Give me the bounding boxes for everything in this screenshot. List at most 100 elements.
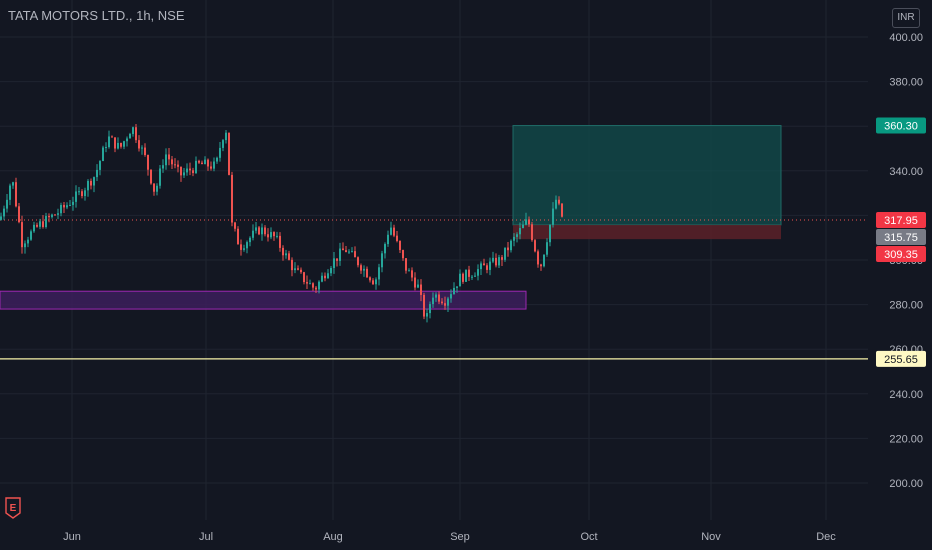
candle-body — [477, 269, 479, 276]
candle-body — [480, 263, 482, 270]
candle-body — [261, 227, 263, 235]
candle-body — [279, 235, 281, 248]
horizontal-line-price-badge-text: 255.65 — [884, 354, 918, 366]
candle-body — [426, 313, 428, 317]
candle-body — [390, 227, 392, 235]
stop-zone[interactable] — [513, 224, 781, 240]
candle-body — [147, 155, 149, 170]
time-axis[interactable]: Jun Jul Aug Sep Oct Nov Dec — [63, 531, 836, 543]
logo-letter: E — [10, 503, 17, 514]
currency-badge[interactable]: INR — [892, 8, 920, 28]
candle-body — [81, 191, 83, 197]
last-price-badge-text: 317.95 — [884, 215, 918, 227]
candle-body — [450, 294, 452, 299]
candle-body — [108, 136, 110, 148]
candle-body — [276, 235, 278, 237]
candle-body — [306, 282, 308, 284]
price-tick-label: 280.00 — [889, 300, 923, 312]
candle-body — [138, 140, 140, 149]
candle-body — [162, 165, 164, 169]
candle-body — [18, 206, 20, 223]
last-price-badge-background — [876, 211, 926, 228]
candle-body — [525, 219, 527, 225]
candle-body — [543, 254, 545, 267]
candle-body — [213, 161, 215, 169]
candle-body — [411, 270, 413, 278]
candle-body — [534, 240, 536, 252]
candle-body — [324, 275, 326, 279]
candle-body — [336, 258, 338, 261]
stop-price-badge: 309.35 — [876, 245, 926, 262]
candle-body — [231, 174, 233, 223]
candle-body — [342, 248, 344, 251]
candle-body — [387, 234, 389, 245]
target-zone[interactable] — [512, 125, 782, 226]
long-position-tool[interactable] — [512, 125, 782, 240]
candle-body — [483, 263, 485, 266]
price-tick-label: 340.00 — [889, 166, 923, 178]
candle-body — [51, 214, 53, 218]
candlestick-series — [0, 124, 563, 323]
candle-body — [531, 224, 533, 241]
target-price-badge-text: 360.30 — [884, 121, 918, 133]
candle-body — [102, 147, 104, 162]
candle-body — [540, 264, 542, 267]
candle-body — [132, 127, 134, 134]
candle-body — [552, 208, 554, 225]
candle-body — [135, 127, 137, 141]
candle-body — [201, 162, 203, 165]
target-price-badge-background — [876, 117, 926, 134]
support-zone-rectangle[interactable] — [0, 290, 527, 310]
candle-body — [441, 301, 443, 304]
candle-body — [168, 154, 170, 160]
candle-body — [150, 169, 152, 184]
candle-body — [117, 142, 119, 149]
candle-body — [453, 287, 455, 295]
candle-body — [246, 242, 248, 249]
candle-body — [78, 191, 80, 193]
symbol-title[interactable]: TATA MOTORS LTD., 1h, NSE — [8, 8, 185, 23]
candle-body — [12, 182, 14, 186]
candle-body — [357, 257, 359, 266]
candle-body — [339, 248, 341, 261]
candle-body — [318, 281, 320, 290]
candle-body — [57, 213, 59, 215]
candle-body — [414, 277, 416, 288]
stop-price-badge-text: 309.35 — [884, 249, 918, 261]
candle-body — [234, 222, 236, 229]
candle-body — [528, 219, 530, 225]
candle-body — [513, 236, 515, 241]
candle-body — [492, 257, 494, 262]
candle-body — [171, 159, 173, 165]
candle-body — [3, 208, 5, 217]
candle-body — [63, 204, 65, 208]
candle-body — [330, 268, 332, 274]
candle-body — [381, 253, 383, 268]
time-tick-label: Dec — [816, 531, 836, 543]
candle-body — [192, 170, 194, 174]
candle-body — [126, 138, 128, 142]
candle-body — [228, 132, 230, 175]
candle-body — [504, 247, 506, 260]
time-tick-label: Sep — [450, 531, 470, 543]
candle-body — [186, 168, 188, 173]
price-tick-label: 380.00 — [889, 77, 923, 89]
candle-body — [96, 169, 98, 178]
candle-body — [384, 244, 386, 254]
candle-body — [240, 244, 242, 250]
candle-body — [486, 265, 488, 270]
candle-body — [84, 190, 86, 197]
candle-body — [561, 203, 563, 217]
candle-body — [282, 247, 284, 256]
candle-body — [153, 183, 155, 192]
candle-body — [285, 253, 287, 256]
price-tick-label: 220.00 — [889, 433, 923, 445]
candle-body — [537, 251, 539, 265]
candle-body — [159, 168, 161, 186]
candle-body — [300, 269, 302, 273]
candle-body — [0, 216, 2, 220]
time-tick-label: Aug — [323, 531, 343, 543]
candle-body — [204, 159, 206, 165]
tradingview-e-logo-icon[interactable]: E — [5, 497, 21, 524]
